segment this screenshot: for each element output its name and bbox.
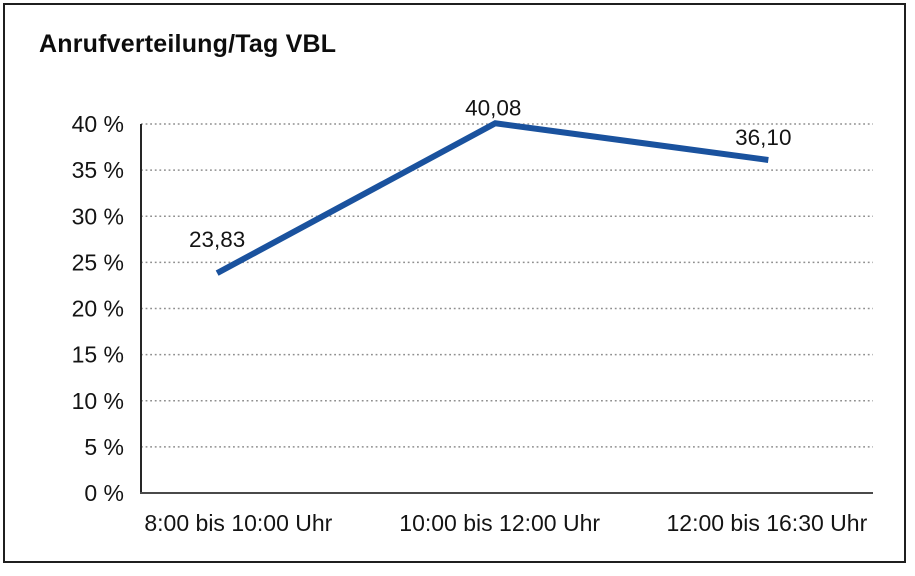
data-point-label: 23,83 xyxy=(189,227,245,252)
y-axis-tick-label: 10 % xyxy=(72,388,124,414)
x-axis-category-label: 8:00 bis 10:00 Uhr xyxy=(144,510,332,536)
y-axis-tick-label: 15 % xyxy=(72,342,124,368)
y-axis-tick-label: 0 % xyxy=(84,480,124,506)
y-axis-tick-label: 25 % xyxy=(72,249,124,275)
data-point-label: 40,08 xyxy=(465,95,521,120)
y-axis-tick-label: 30 % xyxy=(72,203,124,229)
y-axis-tick-label: 20 % xyxy=(72,296,124,322)
data-point-label: 36,10 xyxy=(735,125,791,150)
x-axis-category-label: 12:00 bis 16:30 Uhr xyxy=(666,510,867,536)
y-axis-tick-label: 40 % xyxy=(72,111,124,137)
data-series-line xyxy=(215,120,769,276)
x-axis-category-label: 10:00 bis 12:00 Uhr xyxy=(399,510,600,536)
y-axis-tick-label: 5 % xyxy=(84,434,124,460)
chart-title: Anrufverteilung/Tag VBL xyxy=(39,30,337,58)
y-axis-tick-label: 35 % xyxy=(72,157,124,183)
